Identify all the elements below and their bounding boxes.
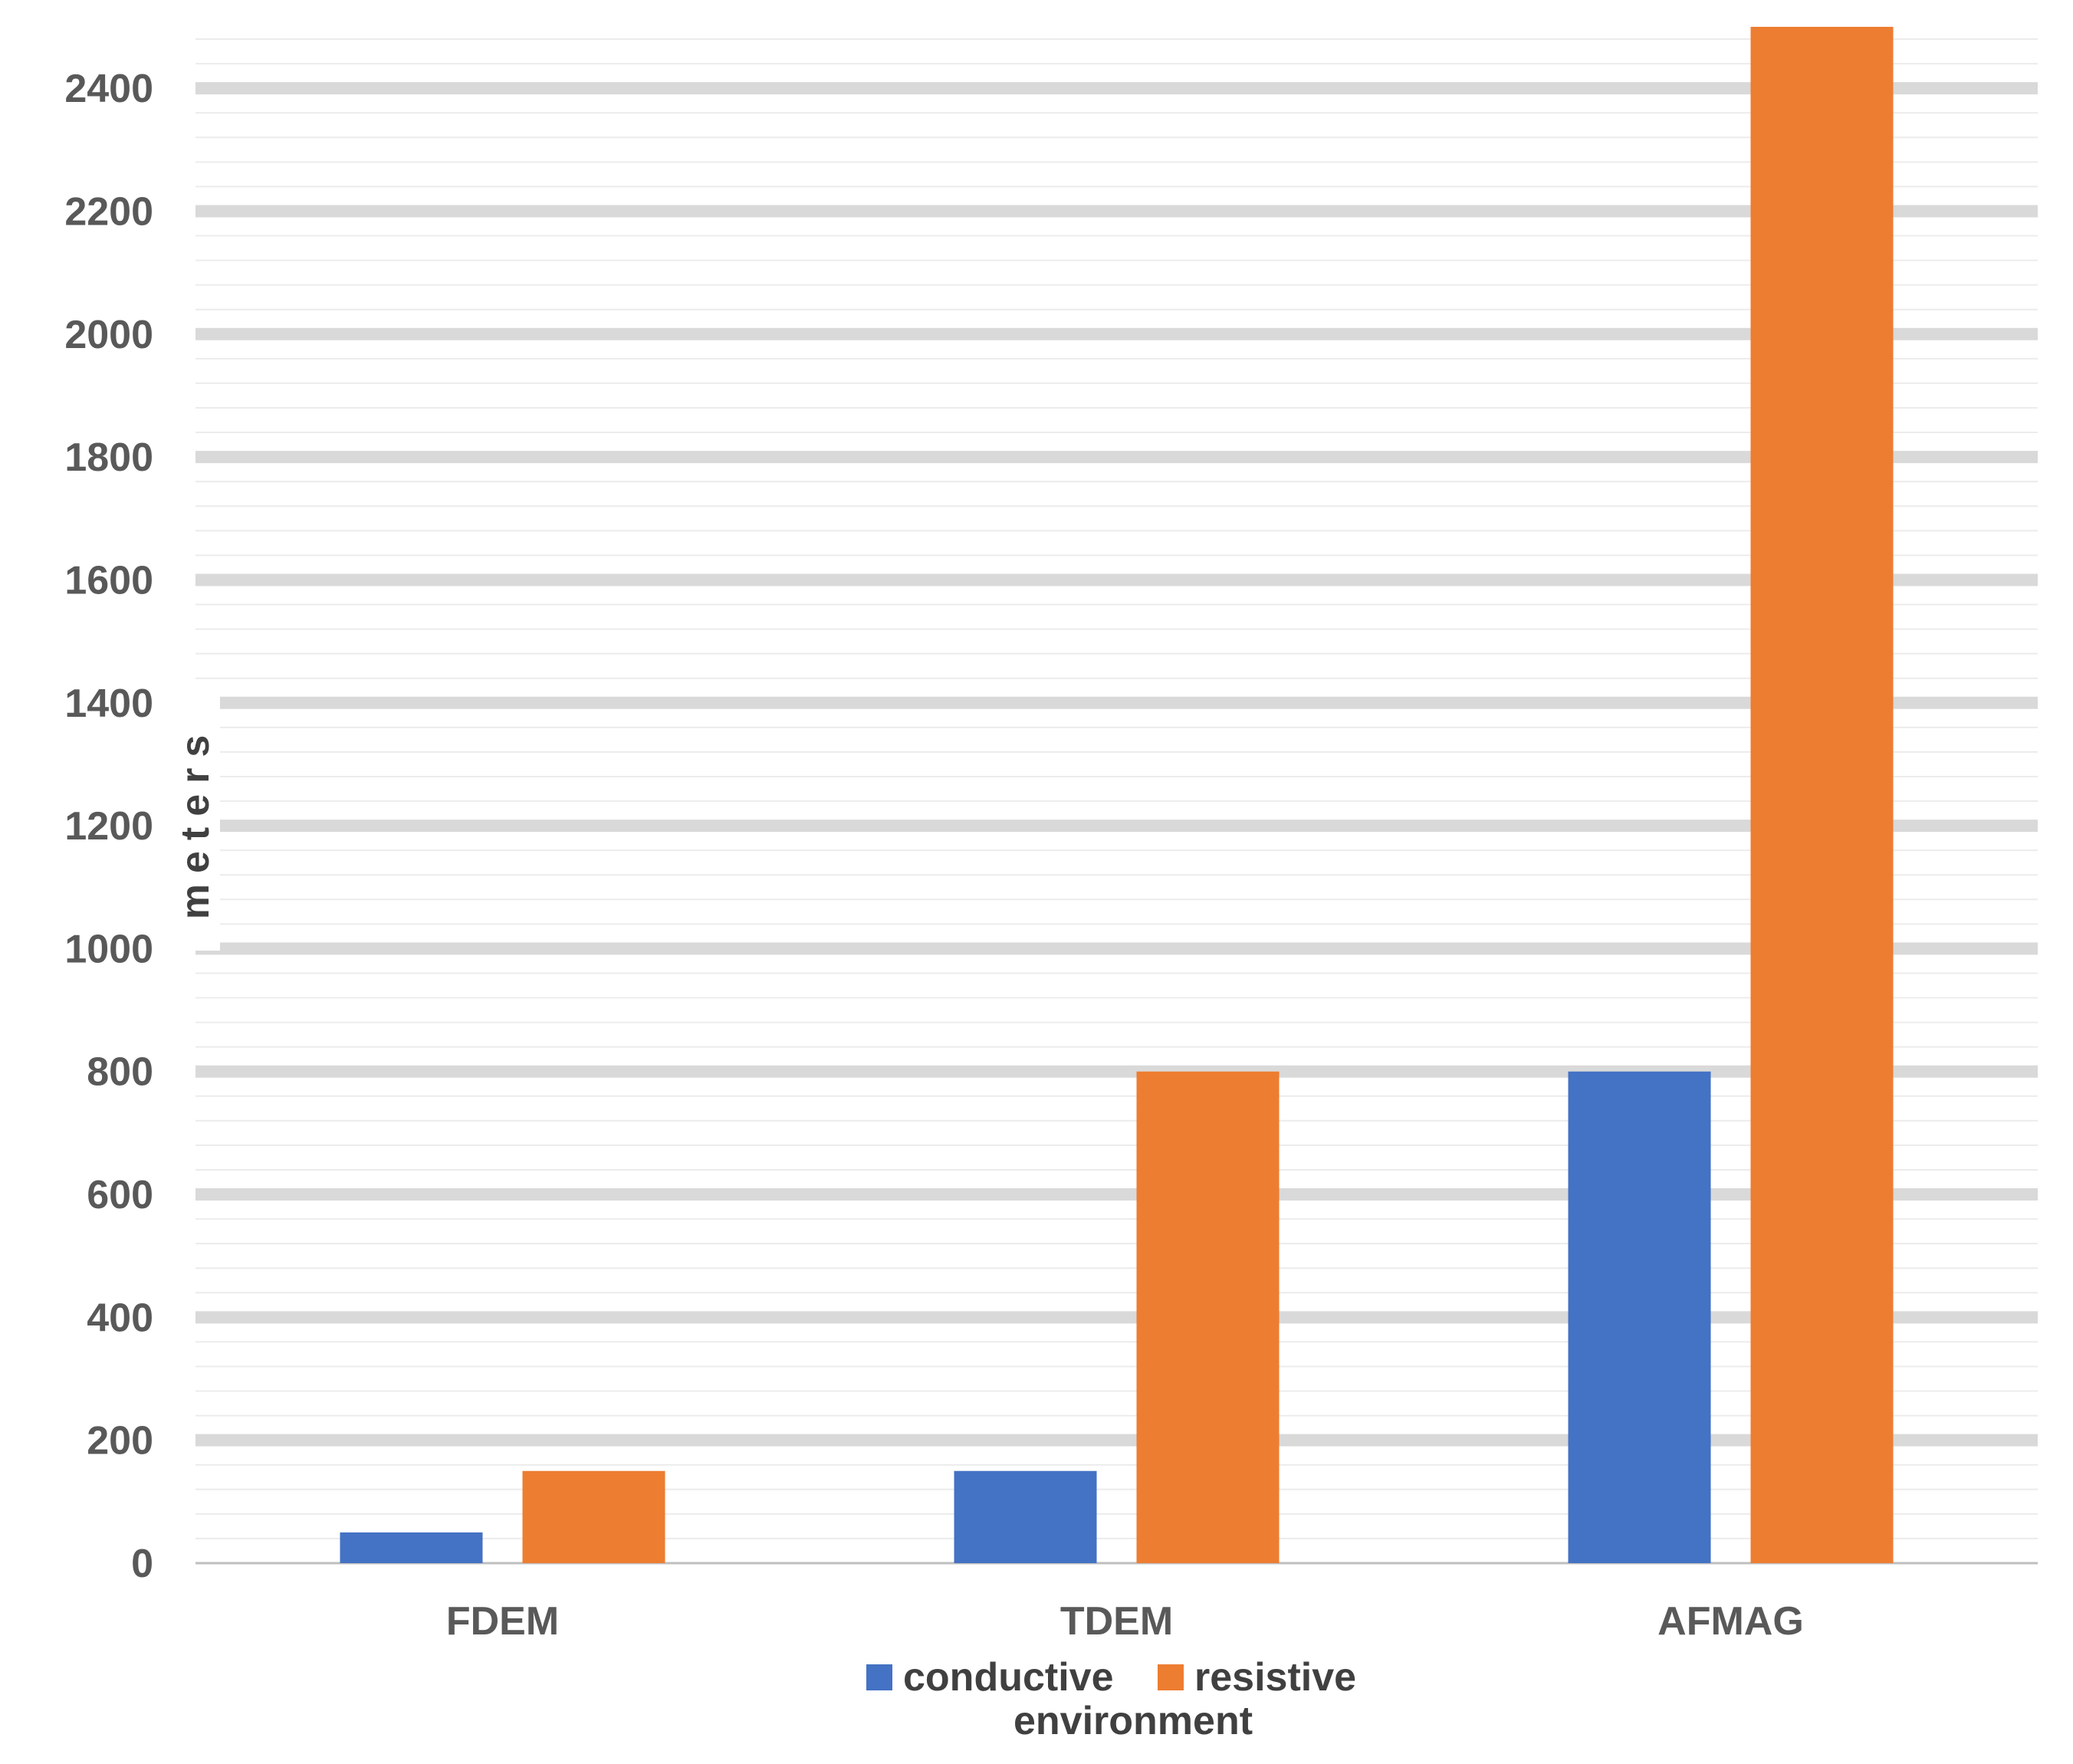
x-category-label: TDEM xyxy=(1060,1599,1173,1644)
y-tick-label: 1400 xyxy=(64,682,153,726)
y-tick-label: 200 xyxy=(87,1419,153,1463)
y-tick-label: 2400 xyxy=(64,67,153,111)
bar-conductive-afmag xyxy=(1568,1071,1711,1563)
minor-gridlines xyxy=(195,38,2038,1539)
legend-label-conductive: conductive xyxy=(903,1655,1114,1700)
y-axis-title-background xyxy=(170,694,220,951)
major-gridlines xyxy=(195,82,2038,1447)
y-tick-labels: 0 200 400 600 800 1000 1200 1400 1600 1800 2000 220… xyxy=(64,67,153,1586)
legend: conductive resistive xyxy=(866,1655,1356,1700)
y-tick-label: 1600 xyxy=(64,558,153,603)
x-category-labels: FDEM TDEM AFMAG xyxy=(446,1599,1804,1644)
y-tick-label: 600 xyxy=(87,1173,153,1217)
y-tick-label: 2200 xyxy=(64,189,153,234)
bar-conductive-fdem xyxy=(340,1532,483,1563)
y-tick-label: 2000 xyxy=(64,313,153,357)
y-tick-label: 1800 xyxy=(64,435,153,480)
legend-swatch-conductive xyxy=(866,1664,892,1690)
y-tick-label: 400 xyxy=(87,1296,153,1340)
bar-resistive-tdem xyxy=(1136,1071,1280,1563)
y-tick-label: 800 xyxy=(87,1050,153,1095)
legend-label-resistive: resistive xyxy=(1194,1655,1356,1700)
legend-swatch-resistive xyxy=(1158,1664,1184,1690)
y-tick-label: 1200 xyxy=(64,804,153,849)
bar-conductive-tdem xyxy=(954,1470,1097,1563)
y-tick-label: 1000 xyxy=(64,927,153,971)
y-tick-label: 0 xyxy=(131,1542,153,1586)
bar-resistive-fdem xyxy=(522,1470,665,1563)
y-axis-title: meters xyxy=(173,724,218,920)
bar-resistive-afmag xyxy=(1750,27,1894,1563)
x-category-label: FDEM xyxy=(446,1599,559,1644)
x-category-label: AFMAG xyxy=(1657,1599,1804,1644)
bars xyxy=(340,27,1894,1563)
x-axis-title: environment xyxy=(1014,1699,1253,1743)
